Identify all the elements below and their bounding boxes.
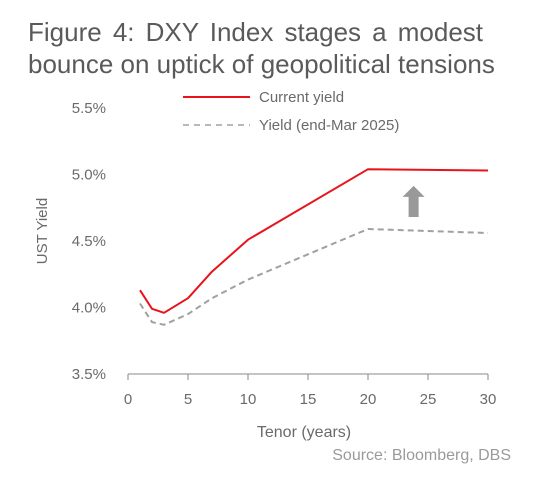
y-axis-label: UST Yield — [34, 198, 51, 264]
y-tick-label-1: 4.0% — [72, 300, 106, 317]
legend-label-2: Yield (end-Mar 2025) — [259, 117, 399, 134]
x-axis-label: Tenor (years) — [257, 424, 351, 441]
x-tick-label-30: 30 — [480, 391, 497, 408]
up-arrow-icon — [402, 185, 425, 218]
chart-title-line-2: bounce on uptick of geopolitical tension… — [28, 49, 495, 79]
x-tick-label-5: 5 — [184, 391, 192, 408]
chart-title-line-1: Figure 4: DXY Index stages a modest — [28, 17, 483, 47]
y-tick-label-4: 5.5% — [72, 100, 106, 117]
x-tick-label-25: 25 — [420, 391, 437, 408]
x-tick-label-10: 10 — [240, 391, 257, 408]
x-tick-label-15: 15 — [300, 391, 317, 408]
x-tick-label-0: 0 — [124, 391, 132, 408]
series-line-1 — [139, 168, 489, 314]
series-line-2 — [139, 228, 489, 326]
source-note: Source: Bloomberg, DBS — [332, 447, 511, 464]
legend-label-1: Current yield — [259, 89, 344, 106]
x-tick-label-20: 20 — [360, 391, 377, 408]
chart-title: Figure 4: DXY Index stages a modest boun… — [28, 16, 495, 80]
y-tick-label-0: 3.5% — [72, 366, 106, 383]
y-tick-label-3: 5.0% — [72, 167, 106, 184]
y-tick-label-2: 4.5% — [72, 233, 106, 250]
